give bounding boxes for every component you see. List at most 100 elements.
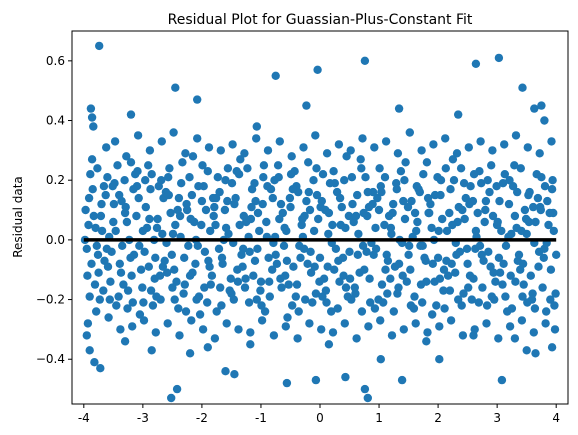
data-point-491 <box>327 307 336 316</box>
data-point-663 <box>394 259 404 268</box>
data-point-627 <box>182 199 191 209</box>
data-point-118 <box>283 313 292 322</box>
data-point-679 <box>489 268 498 277</box>
data-point-268 <box>429 140 438 149</box>
data-point-48 <box>203 343 212 352</box>
data-point-5 <box>171 83 180 92</box>
data-point-71 <box>144 262 153 271</box>
data-point-79 <box>168 283 177 292</box>
data-point-585 <box>410 208 420 218</box>
data-point-611 <box>87 155 97 164</box>
data-point-429 <box>432 301 441 310</box>
data-point-301 <box>146 185 155 194</box>
data-point-604 <box>523 298 532 307</box>
data-point-369 <box>547 185 557 194</box>
data-point-375 <box>113 161 122 170</box>
data-point-195 <box>510 211 520 221</box>
data-point-92 <box>206 280 215 289</box>
data-point-599 <box>493 217 502 227</box>
data-point-451 <box>90 280 100 289</box>
data-point-33 <box>397 375 407 385</box>
data-point-164 <box>419 170 428 179</box>
data-point-54 <box>94 268 103 277</box>
x-tick-label-1: -3 <box>137 411 149 425</box>
data-point-556 <box>239 211 248 221</box>
data-point-657 <box>359 208 368 218</box>
data-point-549 <box>198 161 207 170</box>
data-point-236 <box>240 149 249 158</box>
data-point-617 <box>123 304 132 313</box>
data-point-261 <box>387 331 397 340</box>
data-point-249 <box>317 325 326 334</box>
data-point-135 <box>333 304 342 313</box>
data-point-271 <box>446 316 456 325</box>
data-point-0 <box>95 41 104 51</box>
data-point-659 <box>371 223 380 233</box>
data-point-39 <box>522 346 531 355</box>
data-point-434 <box>461 193 470 203</box>
data-point-276 <box>476 137 485 146</box>
data-point-469 <box>197 220 206 230</box>
data-point-672 <box>448 220 457 230</box>
data-point-535 <box>115 259 125 268</box>
data-point-582 <box>393 289 402 298</box>
data-point-621 <box>146 286 156 295</box>
data-point-336 <box>353 190 362 200</box>
data-point-29 <box>230 370 239 379</box>
data-point-652 <box>330 265 339 274</box>
data-point-677 <box>477 250 486 259</box>
data-point-483 <box>279 241 289 250</box>
data-point-114 <box>271 250 280 259</box>
data-point-362 <box>506 271 515 280</box>
data-point-633 <box>217 253 227 262</box>
data-point-431 <box>443 271 453 280</box>
data-point-368 <box>542 307 551 316</box>
data-point-225 <box>175 331 184 340</box>
data-point-574 <box>345 274 355 283</box>
data-point-435 <box>467 295 476 304</box>
data-point-514 <box>462 244 472 253</box>
data-point-547 <box>186 214 195 224</box>
data-point-108 <box>253 208 263 218</box>
data-point-628 <box>188 268 197 277</box>
data-point-11 <box>471 59 481 68</box>
data-point-94 <box>212 307 221 316</box>
data-point-32 <box>360 384 370 394</box>
data-point-253 <box>340 319 349 328</box>
data-point-424 <box>402 277 411 286</box>
data-point-140 <box>348 199 357 209</box>
data-point-580 <box>381 265 390 274</box>
data-point-670 <box>436 190 445 200</box>
data-point-543 <box>162 268 172 277</box>
data-point-380 <box>142 223 152 233</box>
data-point-620 <box>141 176 150 185</box>
data-point-15 <box>540 116 549 125</box>
data-point-592 <box>452 250 461 259</box>
data-point-614 <box>105 295 115 304</box>
data-point-455 <box>114 292 123 301</box>
data-point-351 <box>441 164 450 173</box>
data-point-110 <box>259 161 269 170</box>
data-point-482 <box>273 161 283 170</box>
data-point-510 <box>439 286 448 295</box>
data-point-613 <box>99 182 109 191</box>
data-point-565 <box>292 280 302 289</box>
data-point-371 <box>89 211 99 221</box>
data-point-40 <box>311 375 321 385</box>
data-point-74 <box>153 214 162 224</box>
chart-title: Residual Plot for Guassian-Plus-Constant… <box>168 12 473 28</box>
data-point-575 <box>351 211 361 221</box>
data-point-25 <box>167 393 176 403</box>
data-point-485 <box>291 292 300 301</box>
data-point-648 <box>306 247 315 256</box>
data-point-58 <box>106 277 115 286</box>
data-point-488 <box>309 176 318 185</box>
data-point-682 <box>507 229 516 239</box>
data-point-623 <box>158 262 168 271</box>
data-point-263 <box>399 325 408 334</box>
data-point-519 <box>492 182 501 191</box>
data-point-241 <box>269 331 279 340</box>
data-point-602 <box>511 277 520 286</box>
data-point-216 <box>122 152 131 161</box>
data-point-251 <box>328 328 338 337</box>
